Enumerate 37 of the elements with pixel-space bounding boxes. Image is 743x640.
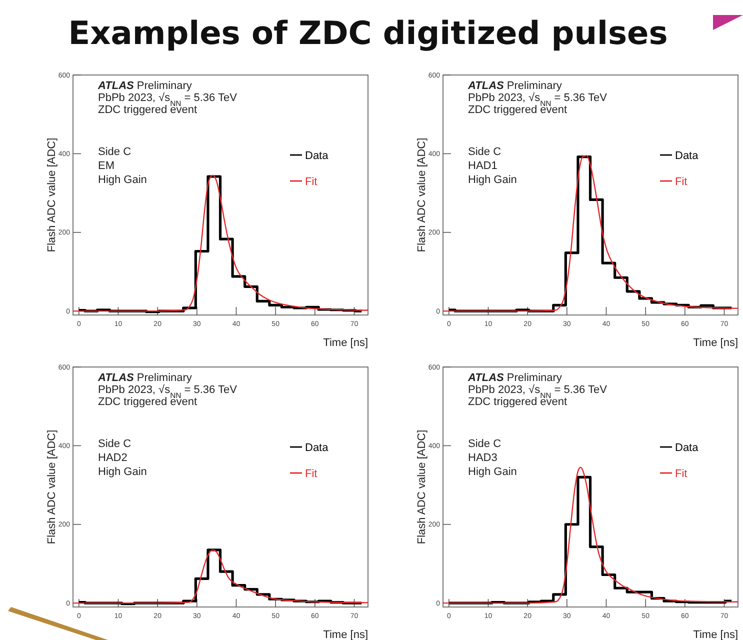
legend-label: Fit [675, 468, 688, 480]
legend-label: Fit [305, 176, 318, 188]
annotation: ZDC triggered event [98, 396, 198, 408]
legend-label: Data [305, 442, 330, 454]
annotation: ATLAS Preliminary [97, 80, 192, 92]
annotation: ZDC triggered event [98, 104, 198, 116]
annotation: HAD2 [98, 452, 128, 464]
annotation: HAD1 [468, 160, 498, 172]
legend-label: Fit [305, 468, 318, 480]
annotation: ATLAS Preliminary [97, 372, 192, 384]
annotation: Side C [98, 146, 132, 158]
y-axis-title: Flash ADC value [ADC] [416, 138, 428, 252]
annotation: Side C [468, 146, 502, 158]
y-axis-title: Flash ADC value [ADC] [416, 430, 428, 544]
annotation: High Gain [98, 174, 147, 186]
x-axis-title: Time [ns] [323, 337, 368, 349]
annotation: ZDC triggered event [468, 104, 568, 116]
annotation: ZDC triggered event [468, 396, 568, 408]
annotation: ATLAS Preliminary [467, 80, 562, 92]
chart-title: Examples of ZDC digitized pulses [68, 14, 668, 52]
annotation: ATLAS Preliminary [467, 372, 562, 384]
annotation: High Gain [468, 466, 517, 478]
annotation: High Gain [98, 466, 147, 478]
legend-label: Fit [675, 176, 688, 188]
annotation: Side C [98, 438, 132, 450]
y-axis-title: Flash ADC value [ADC] [46, 430, 58, 544]
x-axis-title: Time [ns] [693, 629, 738, 640]
y-axis-title: Flash ADC value [ADC] [46, 138, 58, 252]
annotation: EM [98, 160, 114, 172]
legend-label: Data [305, 150, 330, 162]
legend-label: Data [675, 442, 700, 454]
annotation: HAD3 [468, 452, 498, 464]
annotation: Side C [468, 438, 502, 450]
annotation: High Gain [468, 174, 517, 186]
x-axis-title: Time [ns] [693, 337, 738, 349]
legend-label: Data [675, 150, 700, 162]
x-axis-title: Time [ns] [323, 629, 368, 640]
